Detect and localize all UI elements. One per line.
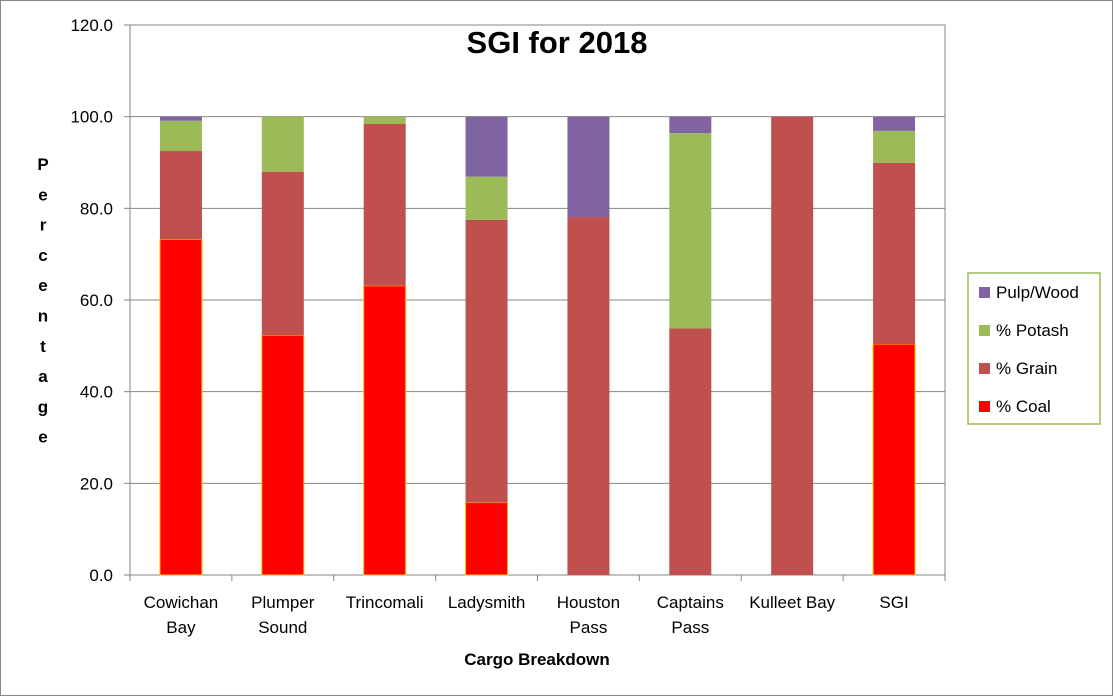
bar-segment	[771, 116, 814, 576]
bar-segment	[873, 162, 916, 344]
bar-segment	[261, 334, 305, 576]
legend-box	[967, 272, 1101, 425]
y-axis-title-letter: t	[40, 337, 46, 356]
y-axis-title-letter: e	[38, 428, 47, 447]
y-axis-title-letter: c	[38, 246, 47, 265]
axes: 0.0 20.0 40.0 60.0 80.0 100.0 120.0 Cowichan Bay…	[70, 16, 946, 637]
y-axis-title-letter: e	[38, 185, 47, 204]
bar-segment	[159, 116, 202, 121]
y-axis-title-letter: a	[38, 367, 48, 386]
y-tick-label: 80.0	[80, 199, 113, 218]
legend-swatch	[979, 287, 990, 298]
bar-segment	[363, 285, 407, 576]
x-axis-title: Cargo Breakdown	[464, 650, 609, 669]
bar-segment	[465, 502, 509, 576]
x-tick-label: Houston Pass	[557, 593, 620, 637]
y-axis-title-letter: g	[38, 397, 48, 416]
bar-segment	[873, 116, 916, 131]
legend-label: % Grain	[996, 359, 1057, 378]
bar-segment	[261, 116, 304, 172]
x-tick-label: Captains Pass	[657, 593, 724, 637]
bar-segment	[363, 116, 406, 124]
bar-segment	[872, 343, 916, 576]
bar-segment	[261, 171, 304, 336]
x-tick-label: Trincomali	[346, 593, 424, 612]
x-tick-label: Cowichan Bay	[144, 593, 219, 637]
bar-segment	[669, 328, 712, 575]
bar-segment	[159, 120, 202, 152]
y-axis-title-letter: e	[38, 276, 47, 295]
y-tick-label: 120.0	[70, 16, 113, 35]
x-tick-label: SGI	[879, 593, 908, 612]
y-axis-title-letter: r	[40, 216, 47, 235]
y-tick-label: 0.0	[89, 566, 113, 585]
chart-title: SGI for 2018	[467, 25, 648, 60]
legend: Pulp/Wood % Potash % Grain % Coal	[967, 272, 1101, 425]
legend-swatch	[979, 401, 990, 412]
y-tick-label: 60.0	[80, 291, 113, 310]
bar-segment	[159, 239, 203, 576]
y-tick-label: 20.0	[80, 474, 113, 493]
legend-swatch	[979, 325, 990, 336]
legend-label: % Coal	[996, 397, 1051, 416]
y-tick-label: 100.0	[70, 108, 113, 127]
bar-segment	[159, 151, 202, 240]
bar-segment	[363, 124, 406, 286]
bar-segment	[567, 217, 610, 575]
bar-segment	[465, 219, 508, 503]
y-tick-label: 40.0	[80, 383, 113, 402]
bars	[159, 116, 916, 576]
x-tick-label: Plumper Sound	[251, 593, 315, 637]
x-tick-label: Kulleet Bay	[749, 593, 835, 612]
bar-segment	[567, 116, 610, 218]
bar-segment	[669, 133, 712, 329]
bar-segment	[465, 116, 508, 177]
y-axis-title-letter: n	[38, 307, 48, 326]
y-axis-title-letter: P	[37, 155, 48, 174]
legend-label: % Potash	[996, 321, 1069, 340]
bar-segment	[669, 116, 712, 134]
gridlines	[129, 24, 946, 576]
legend-label: Pulp/Wood	[996, 283, 1079, 302]
bar-segment	[873, 130, 916, 163]
legend-swatch	[979, 363, 990, 374]
bar-segment	[465, 176, 508, 220]
x-tick-label: Ladysmith	[448, 593, 525, 612]
